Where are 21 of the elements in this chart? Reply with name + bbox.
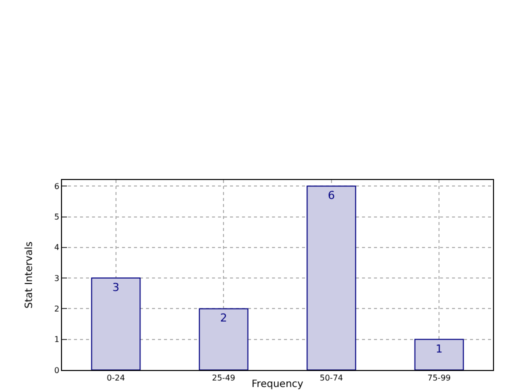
y-tick-label: 5 [54, 212, 60, 222]
x-axis-title: Frequency [252, 379, 304, 390]
x-tick-label: 0-24 [106, 374, 125, 383]
x-tick-label: 50-74 [320, 374, 344, 383]
x-tick-label: 25-49 [212, 374, 236, 383]
bar [91, 278, 141, 370]
y-tick-label: 1 [54, 335, 60, 344]
data-label: 6 [328, 189, 335, 202]
y-tick-label: 0 [54, 366, 60, 375]
y-tick-label: 4 [54, 243, 60, 252]
data-label: 1 [436, 342, 443, 356]
y-tick-label: 2 [54, 304, 60, 314]
y-tick-label: 3 [54, 274, 60, 283]
bar [414, 338, 464, 370]
data-label: 2 [220, 312, 228, 325]
data-label: 3 [112, 281, 120, 294]
x-tick-label: 75-99 [428, 374, 451, 383]
y-axis-title: Stat Intervals [24, 241, 35, 309]
y-tick-label: 6 [54, 182, 60, 191]
bar [306, 186, 356, 370]
bar [198, 308, 248, 370]
